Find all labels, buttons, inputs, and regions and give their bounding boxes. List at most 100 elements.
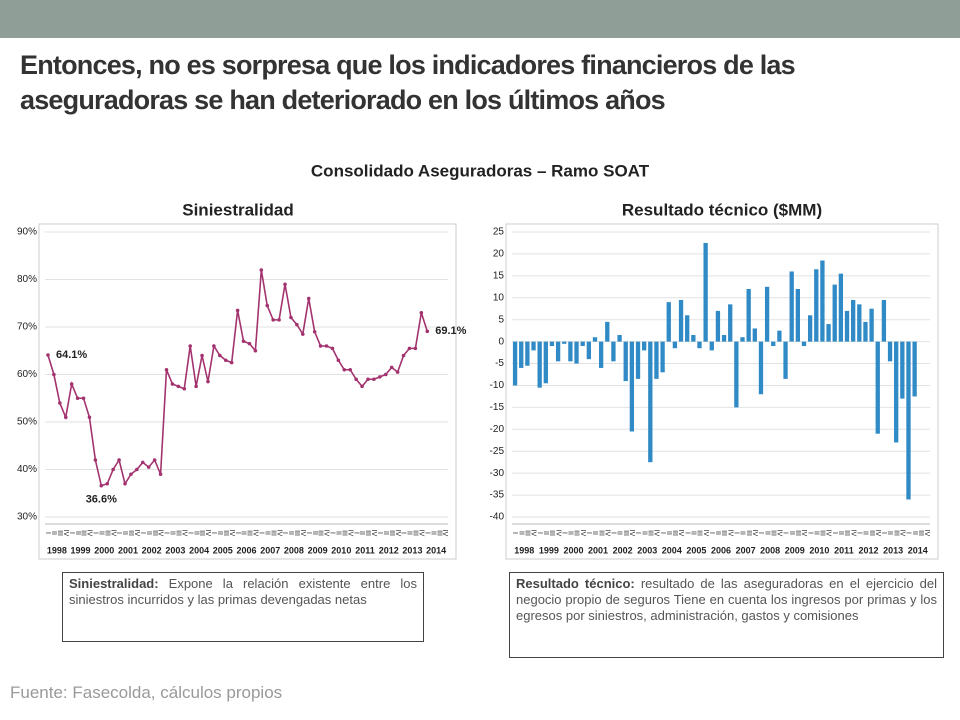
- bar: [740, 337, 745, 342]
- x-tick-label: IV: [923, 530, 930, 537]
- x-tick-label: IV: [441, 530, 448, 537]
- x-group-label: 2004: [189, 545, 209, 555]
- point: [271, 318, 275, 322]
- point: [99, 483, 104, 488]
- point: [194, 384, 198, 389]
- x-tick-label: IV: [228, 530, 235, 537]
- bar: [771, 341, 776, 346]
- x-tick-label: II: [50, 531, 57, 535]
- x-tick-label: III: [917, 530, 924, 536]
- x-tick-label: IV: [825, 530, 832, 537]
- point: [200, 353, 204, 358]
- x-group-label: 1999: [539, 545, 559, 555]
- x-tick-label: III: [175, 530, 182, 536]
- point: [324, 344, 329, 348]
- y-tick-label: 5: [498, 314, 504, 325]
- x-tick-label: IV: [702, 530, 709, 537]
- y-tick-label: 40%: [17, 464, 37, 475]
- bar: [611, 341, 616, 362]
- x-tick-label: IV: [346, 530, 353, 537]
- slide-title: Entonces, no es sorpresa que los indicad…: [20, 50, 796, 115]
- x-tick-label: I: [880, 532, 887, 534]
- x-group-label: 2014: [426, 545, 446, 555]
- x-tick-label: II: [311, 531, 318, 535]
- x-tick-label: IV: [776, 530, 783, 537]
- bar: [777, 330, 782, 342]
- x-tick-label: IV: [628, 530, 635, 537]
- x-tick-label: II: [911, 531, 918, 535]
- x-group-label: 2012: [379, 545, 399, 555]
- point: [182, 386, 187, 391]
- header-bar: [0, 0, 960, 38]
- point: [69, 382, 74, 386]
- bar: [525, 341, 530, 366]
- x-tick-label: I: [560, 532, 567, 534]
- y-tick-label: 80%: [17, 274, 37, 285]
- bar: [666, 302, 671, 342]
- x-tick-label: II: [616, 531, 623, 535]
- bar: [752, 328, 757, 342]
- point: [383, 372, 388, 377]
- x-tick-label: I: [400, 532, 407, 534]
- point: [265, 303, 270, 308]
- x-tick-label: IV: [677, 530, 684, 537]
- x-tick-label: III: [794, 530, 801, 536]
- bar: [857, 304, 862, 342]
- x-tick-label: IV: [62, 530, 69, 537]
- bar: [586, 341, 591, 360]
- x-tick-label: II: [862, 531, 869, 535]
- plot-frame: [38, 223, 457, 560]
- x-tick-label: III: [317, 530, 324, 536]
- bar: [709, 341, 714, 351]
- point: [336, 358, 341, 363]
- point: [58, 401, 62, 405]
- x-group-label: 2003: [165, 545, 185, 555]
- x-tick-label: II: [763, 531, 770, 535]
- x-tick-label: IV: [157, 530, 164, 537]
- x-tick-label: I: [305, 532, 312, 534]
- x-tick-label: II: [886, 531, 893, 535]
- bar: [568, 341, 573, 362]
- x-tick-label: I: [234, 532, 241, 534]
- x-tick-label: I: [329, 532, 336, 534]
- bar: [887, 341, 893, 362]
- x-tick-label: II: [517, 531, 524, 535]
- x-tick-label: I: [186, 532, 193, 534]
- x-tick-label: I: [708, 532, 715, 534]
- x-tick-label: III: [412, 530, 419, 536]
- point: [81, 396, 86, 401]
- chart-title: Siniestralidad: [182, 200, 293, 219]
- x-group-label: 2007: [260, 545, 280, 555]
- x-tick-label: I: [782, 532, 789, 534]
- x-tick-label: III: [340, 530, 347, 536]
- point: [253, 348, 258, 353]
- point: [140, 460, 145, 465]
- x-tick-label: II: [216, 531, 223, 535]
- data-label: 36.6%: [86, 494, 117, 506]
- x-tick-label: III: [769, 530, 776, 536]
- x-group-label: 2002: [613, 545, 633, 555]
- bar: [635, 341, 641, 379]
- bar: [869, 308, 874, 342]
- point: [52, 372, 56, 377]
- point: [425, 329, 430, 334]
- x-tick-label: IV: [109, 530, 116, 537]
- x-tick-label: I: [733, 532, 740, 534]
- bar: [678, 299, 684, 342]
- x-tick-label: IV: [530, 530, 537, 537]
- point: [146, 465, 151, 469]
- note-term: Siniestralidad:: [69, 576, 159, 591]
- note-box: Siniestralidad: Expone la relación exist…: [62, 572, 424, 642]
- x-tick-label: II: [714, 531, 721, 535]
- x-group-label: 2010: [331, 545, 351, 555]
- bar: [519, 341, 524, 368]
- bar: [642, 341, 647, 351]
- bar: [746, 289, 751, 342]
- x-tick-label: I: [831, 532, 838, 534]
- x-tick-label: III: [843, 530, 850, 536]
- point: [378, 375, 382, 379]
- y-tick-label: -35: [490, 490, 505, 501]
- x-tick-label: III: [80, 530, 87, 536]
- x-tick-label: I: [806, 532, 813, 534]
- point: [342, 367, 347, 372]
